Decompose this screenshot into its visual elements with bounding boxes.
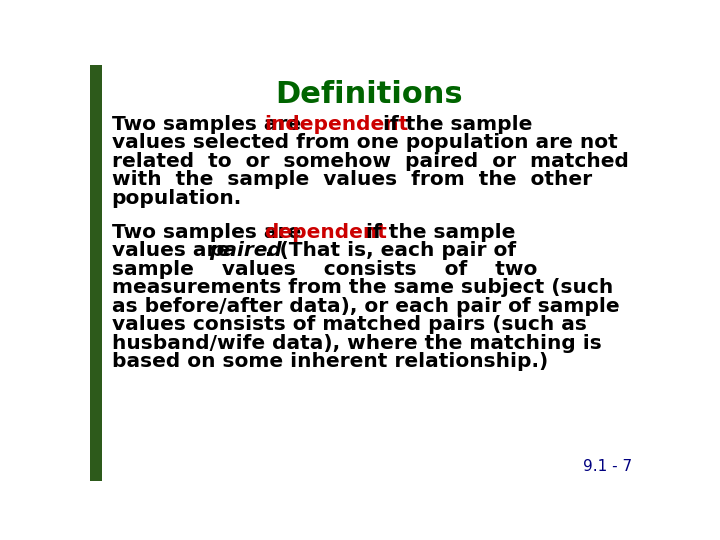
- Text: husband/wife data), where the matching is: husband/wife data), where the matching i…: [112, 334, 601, 353]
- Text: if the sample: if the sample: [376, 115, 532, 134]
- Text: with  the  sample  values  from  the  other: with the sample values from the other: [112, 170, 592, 190]
- Text: independent: independent: [264, 115, 408, 134]
- Text: Definitions: Definitions: [275, 80, 463, 109]
- Text: Two samples are: Two samples are: [112, 222, 308, 242]
- Text: . (That is, each pair of: . (That is, each pair of: [265, 241, 516, 260]
- Text: based on some inherent relationship.): based on some inherent relationship.): [112, 352, 548, 371]
- Text: related  to  or  somehow  paired  or  matched: related to or somehow paired or matched: [112, 152, 629, 171]
- Text: values selected from one population are not: values selected from one population are …: [112, 133, 618, 152]
- Text: values consists of matched pairs (such as: values consists of matched pairs (such a…: [112, 315, 587, 334]
- Text: paired: paired: [209, 241, 282, 260]
- Text: dependent: dependent: [264, 222, 387, 242]
- Text: population.: population.: [112, 189, 242, 208]
- Text: as before/after data), or each pair of sample: as before/after data), or each pair of s…: [112, 296, 619, 315]
- Text: if the sample: if the sample: [359, 222, 516, 242]
- Text: sample    values    consists    of    two: sample values consists of two: [112, 260, 537, 279]
- Text: Two samples are: Two samples are: [112, 115, 308, 134]
- Text: measurements from the same subject (such: measurements from the same subject (such: [112, 278, 613, 297]
- Bar: [90, 65, 102, 481]
- Text: values are: values are: [112, 241, 237, 260]
- Text: 9.1 - 7: 9.1 - 7: [583, 460, 632, 475]
